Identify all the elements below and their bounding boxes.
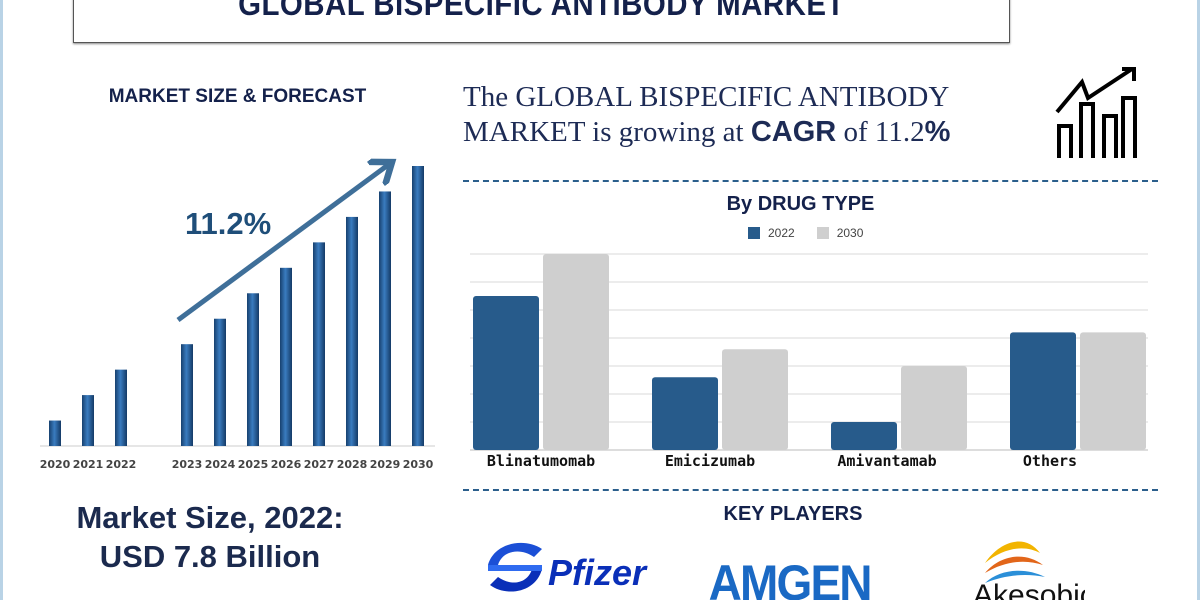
bar-blinatumomab-2022 [473, 296, 539, 450]
legend-swatch [816, 227, 829, 239]
forecast-x-label: 2030 [403, 458, 434, 471]
bar-amivantamab-2030 [901, 366, 967, 450]
bar-others-2030 [1080, 332, 1146, 450]
key-players-heading: KEY PLAYERS [723, 503, 863, 525]
forecast-x-label: 2022 [106, 458, 137, 471]
page-title: GLOBAL BISPECIFIC ANTIBODY MARKET [238, 0, 845, 22]
pfizer-logo-text: Pfizer [548, 552, 648, 593]
bar-emicizumab-2030 [722, 349, 788, 450]
drug-type-chart-title: By DRUG TYPE [726, 193, 875, 215]
headline-percent: % [924, 116, 951, 148]
headline-rate: of 11.2 [836, 116, 925, 148]
forecast-x-label: 2020 [40, 458, 71, 471]
forecast-bar-2023 [181, 344, 193, 446]
forecast-bar-2030 [412, 166, 424, 446]
forecast-bar-2022 [115, 369, 127, 446]
legend-item-2022: 2022 [748, 226, 795, 240]
headline-cagr: CAGR [750, 116, 837, 148]
page-border-right [1197, 0, 1200, 600]
title-box [73, 0, 1010, 43]
forecast-x-label: 2023 [172, 458, 203, 471]
category-label: Blinatumomab [487, 452, 595, 470]
legend-label: 2022 [768, 226, 795, 240]
chart-legend: 2022 2030 [748, 226, 863, 240]
drug-type-chart: Blinatumomab Emicizumab Amivantamab Others [470, 253, 1148, 470]
cagr-annotation: 11.2% [185, 206, 271, 241]
bar-others-2022 [1010, 332, 1076, 450]
forecast-x-label: 2029 [370, 458, 401, 471]
akesobio-logo: Akesobio [973, 541, 1085, 600]
akesobio-logo-text: Akesobio [973, 579, 1085, 600]
bar-chart-growth-icon [1055, 67, 1137, 158]
forecast-x-label: 2026 [271, 458, 302, 471]
page-border-left [0, 0, 3, 600]
forecast-bar-2020 [49, 420, 61, 446]
headline-text: The GLOBAL BISPECIFIC ANTIBODY MARKET is… [463, 81, 949, 148]
legend-label: 2030 [836, 226, 864, 240]
forecast-bar-2024 [214, 318, 226, 446]
growth-arrow [176, 165, 388, 323]
forecast-chart: 2020 2021 2022 2023 2024 2025 2026 2027 2028 2029… [40, 140, 435, 471]
legend-item-2030: 2030 [816, 226, 864, 240]
legend-swatch [748, 227, 760, 239]
category-label: Others [1023, 452, 1077, 470]
forecast-x-label: 2028 [337, 458, 368, 471]
forecast-bar-2029 [379, 191, 391, 446]
market-size-label: Market Size, 2022: [76, 500, 344, 535]
category-label: Emicizumab [665, 452, 755, 470]
forecast-bar-2026 [280, 267, 292, 446]
forecast-x-label: 2024 [205, 458, 236, 471]
category-label: Amivantamab [837, 452, 936, 470]
cagr-headline: The GLOBAL BISPECIFIC ANTIBODY MARKET is… [463, 80, 1023, 150]
bar-amivantamab-2022 [831, 422, 897, 450]
bar-emicizumab-2022 [652, 377, 718, 450]
amgen-logo: AMGEN [709, 556, 873, 600]
amgen-logo-text: AMGEN [709, 556, 871, 600]
forecast-bar-2027 [313, 242, 325, 446]
pfizer-logo: Pfizer [488, 542, 648, 593]
forecast-bar-2028 [346, 216, 358, 446]
forecast-bar-2025 [247, 293, 259, 446]
forecast-x-label: 2027 [304, 458, 335, 471]
forecast-x-label: 2025 [238, 458, 269, 471]
bar-blinatumomab-2030 [543, 254, 609, 450]
divider-bottom [463, 489, 1158, 491]
forecast-bar-2021 [82, 395, 94, 446]
forecast-x-label: 2021 [73, 458, 104, 471]
divider-top [463, 180, 1158, 182]
market-size-value: USD 7.8 Billion [99, 539, 321, 574]
market-size-forecast-heading: MARKET SIZE & FORECAST [108, 86, 367, 107]
